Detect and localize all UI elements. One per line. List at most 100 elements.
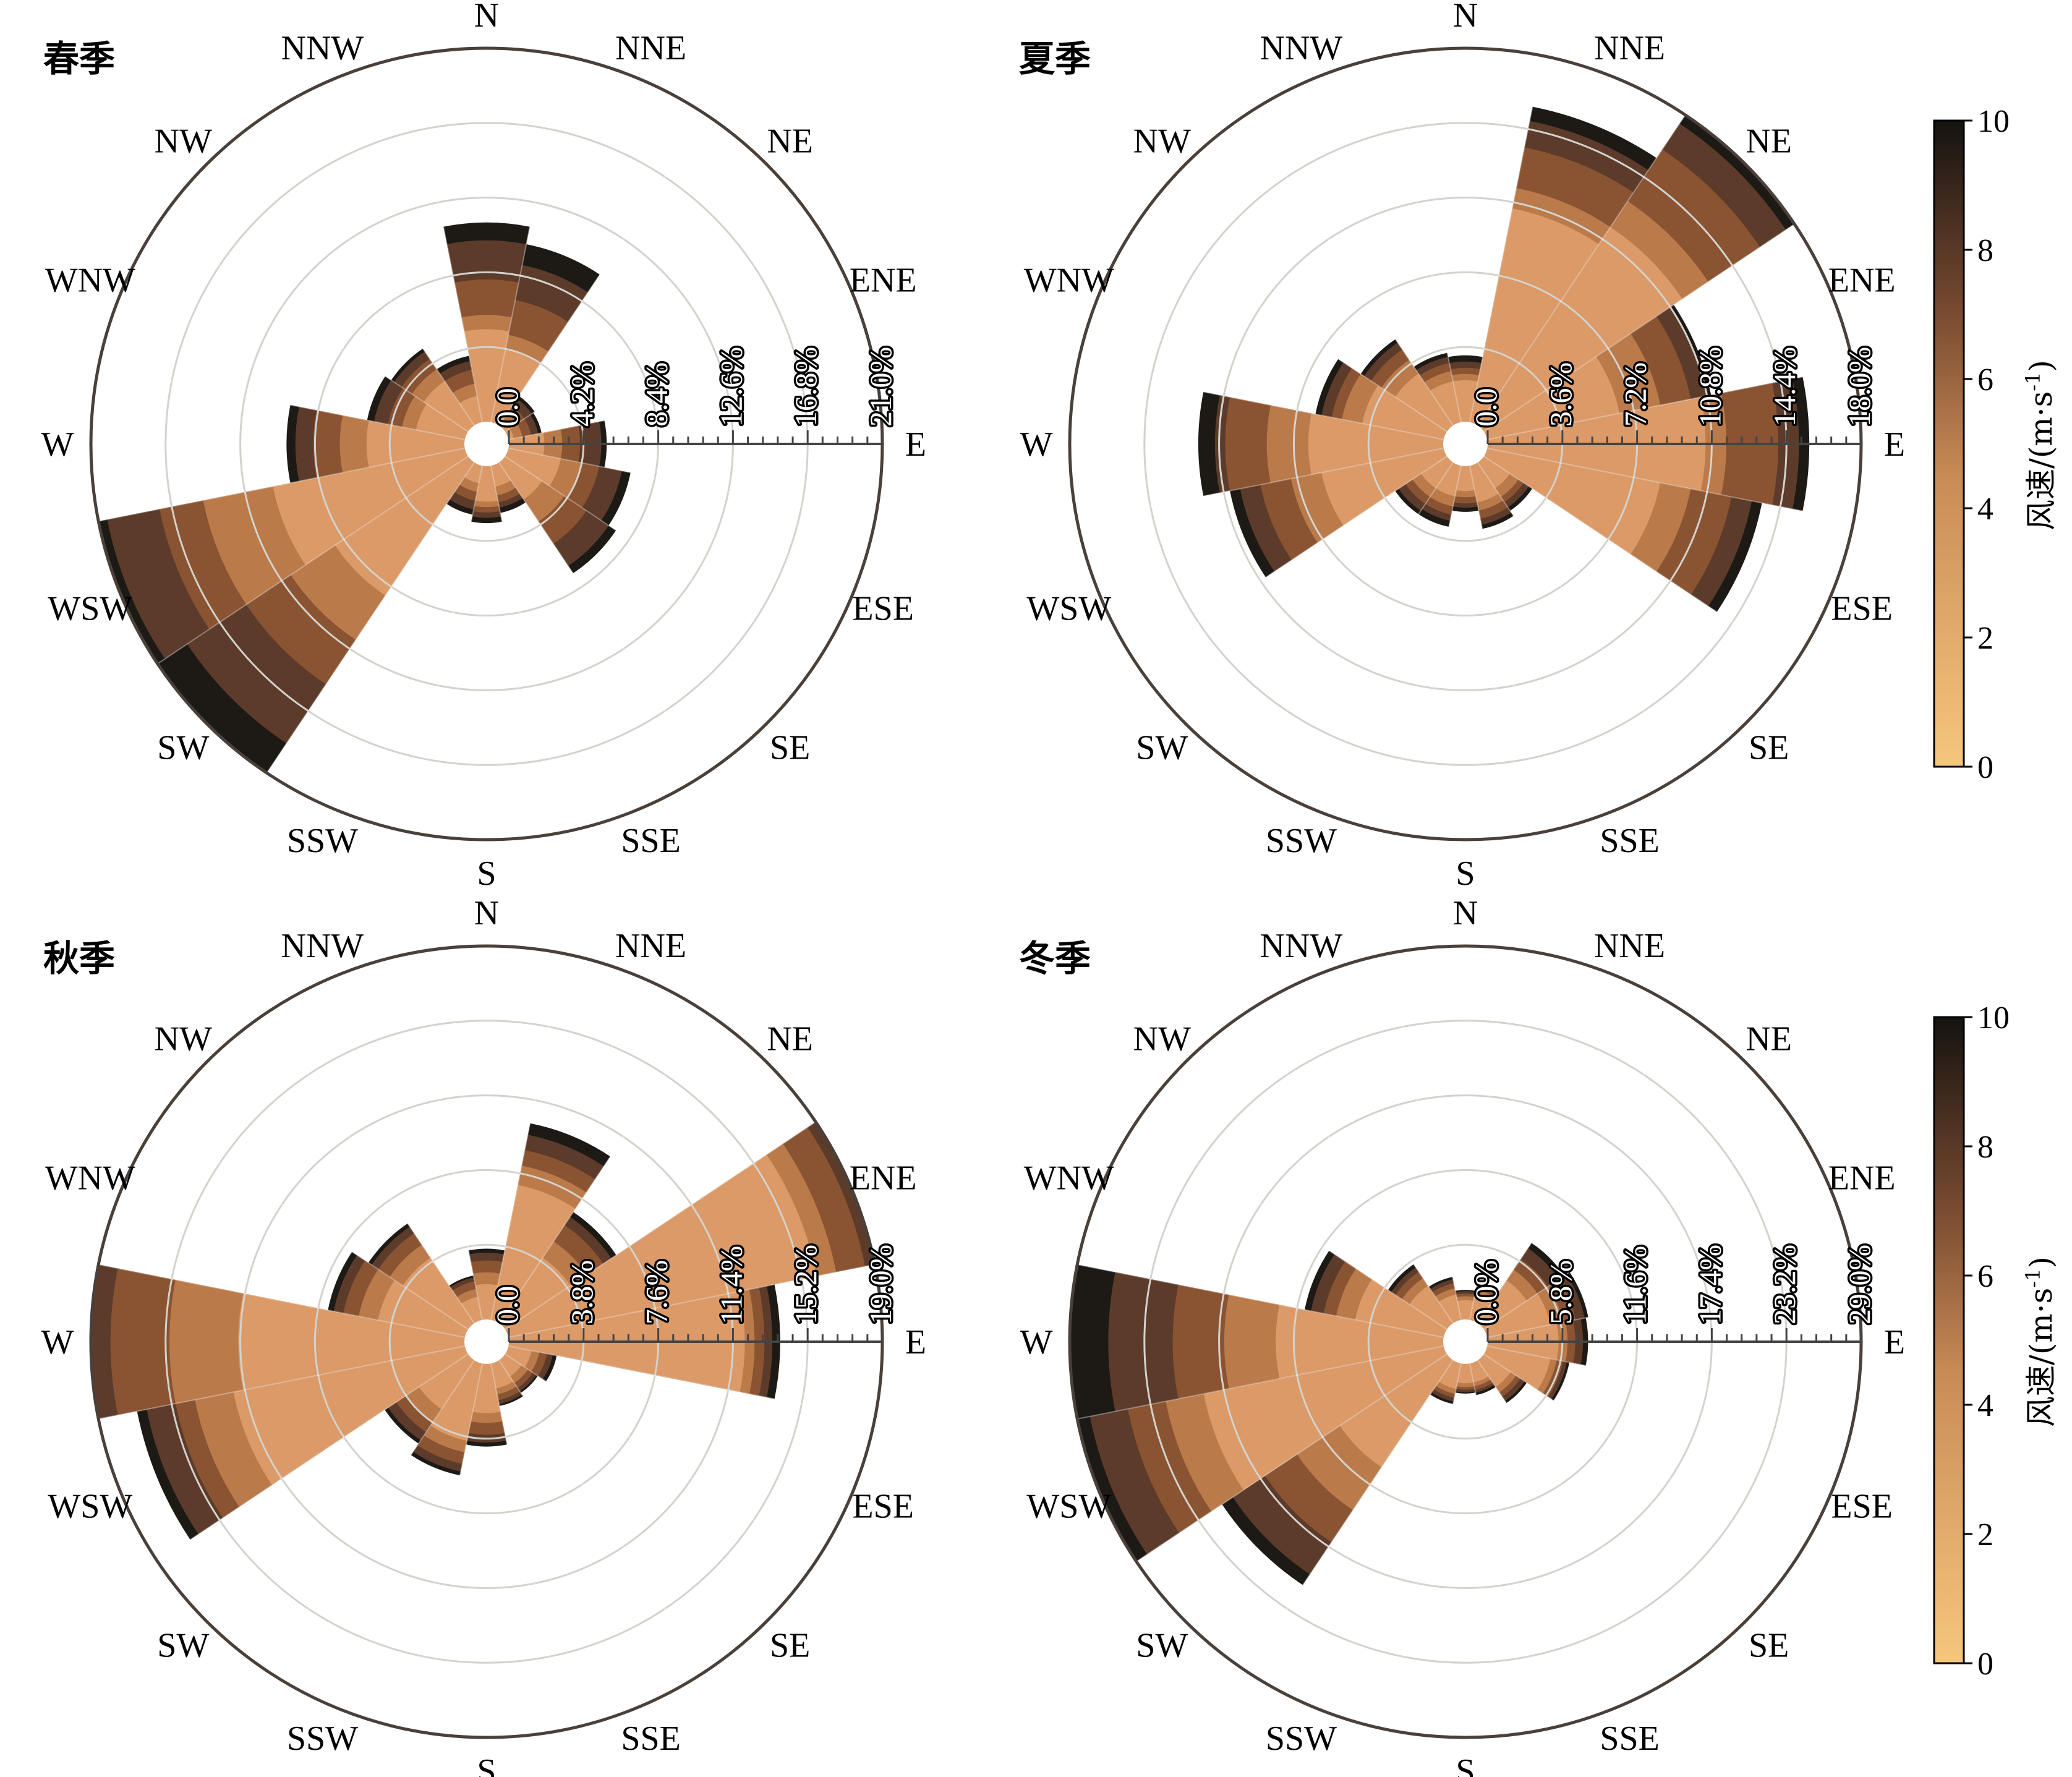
- center-hole: [464, 422, 509, 466]
- colorbar-tick-label: 6: [1977, 362, 1993, 398]
- bar-W-bin-0: [238, 1293, 465, 1391]
- grid-spoke: [1477, 114, 1686, 426]
- direction-labels: N NNE NE ENE E ESE SE SSE S SSW SW WSW W WNW NW NNW: [1020, 894, 1906, 1777]
- bar-SSE-bin-0: [1470, 1360, 1489, 1383]
- direction-label-nnw: NNW: [1260, 29, 1343, 67]
- grid-spoke: [505, 1121, 816, 1330]
- direction-label-nw: NW: [1133, 122, 1191, 160]
- radial-tick-label: 0.0: [490, 388, 524, 427]
- direction-label-w: W: [41, 1323, 74, 1362]
- grid-spoke: [98, 1345, 465, 1420]
- grid-spoke: [1077, 1345, 1444, 1420]
- grid-spoke: [1077, 1264, 1444, 1338]
- bar-WSW-bin-0: [273, 448, 469, 565]
- direction-label-s: S: [477, 854, 496, 893]
- direction-label-nw: NW: [155, 1020, 212, 1058]
- direction-label-ene: ENE: [850, 1159, 917, 1197]
- grid-spoke: [490, 1363, 565, 1730]
- grid-spoke: [498, 1360, 707, 1671]
- radial-tick-label: 3.8%: [565, 1260, 599, 1324]
- radial-grid: [1068, 46, 1863, 842]
- bar-WNW-bin-0: [1355, 1279, 1447, 1337]
- radial-grid: [89, 944, 884, 1739]
- grid-spoke: [266, 462, 475, 773]
- direction-label-e: E: [1884, 425, 1905, 464]
- bar-ESE-bin-0: [505, 1346, 532, 1368]
- grid-spoke: [1477, 1012, 1686, 1324]
- grid-spoke: [1483, 456, 1795, 665]
- grid-spoke: [1469, 953, 1543, 1320]
- radial-tick-label: 23.2%: [1767, 1245, 1802, 1324]
- radial-tick-label: 16.8%: [788, 347, 823, 427]
- direction-label-ene: ENE: [1828, 261, 1896, 299]
- direction-label-nw: NW: [1133, 1020, 1191, 1058]
- colorbar-tick-label: 4: [1977, 1388, 1993, 1423]
- colorbar-tick-label: 8: [1977, 1130, 1993, 1165]
- direction-label-ene: ENE: [850, 261, 917, 299]
- radial-tick-label: 5.8%: [1543, 1260, 1578, 1324]
- colorbar-title: 风速/(m·s-1): [2021, 1256, 2059, 1427]
- bar-ENE-bin-0: [505, 1154, 817, 1337]
- grid-spoke: [508, 448, 875, 522]
- bar-NNW-bin-0: [1430, 381, 1461, 426]
- radial-tick-label: 0.0: [490, 1286, 524, 1325]
- grid-spoke: [1245, 1012, 1454, 1324]
- wind-rose-panel-winter: N NNE NE ENE E ESE SE SSE S SSW SW WSW W WNW NW NNW 0.0…: [1019, 894, 1905, 1777]
- direction-label-se: SE: [1749, 1627, 1789, 1665]
- direction-label-ssw: SSW: [1266, 822, 1337, 860]
- center-hole: [1443, 1319, 1488, 1364]
- bar-WNW-bin-0: [378, 1280, 469, 1337]
- radial-tick-label: 10.8%: [1692, 347, 1727, 427]
- bar-N-bin-0: [1452, 380, 1478, 422]
- bar-ESE-bin-0: [1483, 1346, 1551, 1390]
- direction-label-nne: NNE: [615, 29, 686, 67]
- grid-spoke: [1136, 1353, 1447, 1562]
- grid-spoke: [98, 366, 465, 440]
- grid-spoke: [1388, 56, 1462, 422]
- grid-spoke: [157, 1353, 469, 1562]
- bar-WSW-bin-0: [1321, 448, 1447, 526]
- grid-spoke: [505, 223, 816, 432]
- bar-SSE-bin-0: [491, 462, 511, 487]
- colorbar-tick-label: 8: [1977, 233, 1993, 268]
- grid-spoke: [498, 1012, 707, 1324]
- direction-labels: N NNE NE ENE E ESE SE SSE S SSW SW WSW W WNW NW NNW: [41, 0, 927, 893]
- grid-spoke: [1487, 1345, 1854, 1420]
- radial-tick-labels: 0.0 4.2% 8.4% 12.6% 16.8% 21.0%: [488, 344, 900, 428]
- direction-label-nnw: NNW: [281, 29, 364, 67]
- radial-grid: [1068, 944, 1863, 1739]
- direction-label-n: N: [1453, 0, 1478, 35]
- radial-grid: [89, 46, 884, 842]
- direction-label-n: N: [474, 894, 499, 932]
- grid-spoke: [1469, 56, 1543, 422]
- direction-label-ne: NE: [767, 122, 813, 160]
- grid-spoke: [1487, 366, 1854, 440]
- direction-label-sse: SSE: [1600, 822, 1660, 860]
- wind-rose-bars: [1071, 1243, 1588, 1585]
- wind-rose-bars: [100, 222, 631, 772]
- bar-WNW-bin-0: [416, 404, 469, 440]
- grid-spoke: [1388, 1363, 1462, 1730]
- direction-label-sw: SW: [157, 729, 209, 767]
- grid-spoke: [505, 456, 816, 665]
- radial-tick-label: 29.0%: [1842, 1245, 1877, 1324]
- bar-NW-bin-0: [424, 381, 474, 432]
- bar-SSE-bin-0: [491, 1360, 513, 1389]
- grid-spoke: [1487, 1264, 1854, 1338]
- bar-NNW-bin-0: [461, 1297, 482, 1324]
- direction-label-se: SE: [1749, 729, 1789, 767]
- direction-label-wnw: WNW: [45, 1159, 135, 1197]
- colorbar-gradient: [1933, 119, 1965, 768]
- panel-title: 夏季: [1019, 38, 1091, 80]
- grid-spoke: [266, 1012, 475, 1324]
- grid-spoke: [409, 56, 483, 422]
- radial-tick-label: 18.0%: [1842, 347, 1877, 427]
- bar-S-bin-0: [475, 466, 498, 502]
- colorbar-gradient: [1933, 1016, 1965, 1664]
- grid-spoke: [409, 953, 483, 1320]
- bar-SSW-bin-0: [1438, 1360, 1461, 1389]
- direction-label-wsw: WSW: [48, 590, 132, 628]
- grid-spoke: [1487, 448, 1854, 522]
- grid-spoke: [98, 1264, 465, 1338]
